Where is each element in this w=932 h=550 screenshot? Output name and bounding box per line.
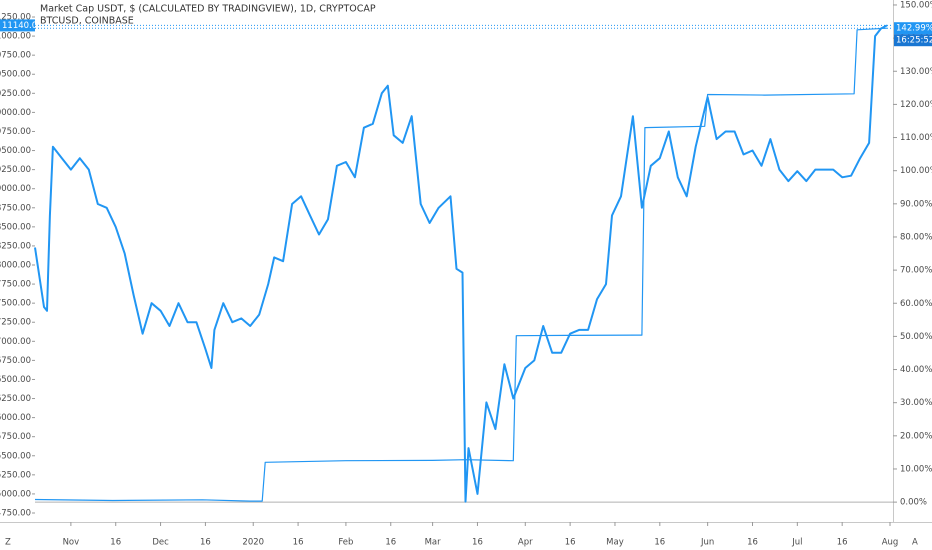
y-tick-label: 10500.00 — [0, 70, 31, 80]
y-tick-label: 4750.00 — [0, 508, 31, 518]
x-tick-label: 2020 — [242, 538, 264, 548]
series-line — [34, 27, 888, 502]
y-tick-label: 10750.00 — [0, 51, 31, 61]
y-tick-label: 5000.00 — [0, 489, 31, 499]
y2-tick-label: 40.00% — [900, 365, 932, 375]
x-tick-label: 16 — [747, 538, 758, 548]
y2-tick-label: 20.00% — [900, 431, 932, 441]
x-tick-label: Aug — [882, 538, 899, 548]
last-value-label: 11140.01 — [2, 21, 43, 31]
y-tick-label: 9750.00 — [0, 127, 31, 137]
y-tick-label: 11250.00 — [0, 13, 31, 23]
x-tick-label: Apr — [518, 538, 533, 548]
z-button[interactable]: Z — [5, 538, 11, 548]
y-tick-label: 5750.00 — [0, 432, 31, 442]
y2-tick-label: 60.00% — [900, 299, 932, 309]
y-tick-label: 8750.00 — [0, 203, 31, 213]
x-tick-label: Jul — [791, 538, 802, 548]
y2-tick-label: 130.00% — [900, 67, 932, 77]
y2-tick-label: 100.00% — [900, 166, 932, 176]
y-tick-label: 6750.00 — [0, 356, 31, 366]
last-value-label: 142.99% — [896, 24, 932, 34]
chart-subtitle: BTCUSD, COINBASE — [40, 16, 134, 27]
x-tick-label: 16 — [654, 538, 665, 548]
y-tick-label: 7250.00 — [0, 318, 31, 328]
y2-tick-label: 50.00% — [900, 332, 932, 342]
x-tick-label: May — [606, 538, 624, 548]
y2-tick-label: 30.00% — [900, 398, 932, 408]
y-tick-label: 5500.00 — [0, 451, 31, 461]
y2-tick-label: 80.00% — [900, 232, 932, 242]
x-tick-label: 16 — [837, 538, 848, 548]
y2-tick-label: 150.00% — [900, 0, 932, 10]
y-tick-label: 9500.00 — [0, 146, 31, 156]
y-tick-label: 7500.00 — [0, 299, 31, 309]
y2-tick-label: 90.00% — [900, 199, 932, 209]
y2-tick-label: 120.00% — [900, 100, 932, 110]
y2-tick-label: 110.00% — [900, 133, 932, 143]
y-tick-label: 11000.00 — [0, 32, 31, 42]
y2-tick-label: 10.00% — [900, 464, 932, 474]
countdown-label: 16:25:52 — [896, 36, 932, 46]
x-tick-label: Feb — [338, 538, 353, 548]
y-tick-label: 6000.00 — [0, 413, 31, 423]
y-tick-label: 7750.00 — [0, 280, 31, 290]
chart-title: Market Cap USDT, $ (CALCULATED BY TRADIN… — [40, 4, 376, 15]
x-tick-label: Mar — [425, 538, 442, 548]
x-tick-label: Jun — [700, 538, 714, 548]
y-tick-label: 5250.00 — [0, 470, 31, 480]
y2-tick-label: 70.00% — [900, 266, 932, 276]
series-line — [34, 24, 888, 503]
x-tick-label: 16 — [472, 538, 483, 548]
x-tick-label: 16 — [293, 538, 304, 548]
countdown-box — [894, 34, 932, 47]
x-tick-label: 16 — [110, 538, 121, 548]
x-tick-label: 16 — [385, 538, 396, 548]
y-tick-label: 7000.00 — [0, 337, 31, 347]
x-tick-label: Nov — [63, 538, 80, 548]
y-tick-label: 8250.00 — [0, 241, 31, 251]
y-tick-label: 6500.00 — [0, 375, 31, 385]
x-tick-label: Dec — [152, 538, 169, 548]
y-tick-label: 10000.00 — [0, 108, 31, 118]
y-tick-label: 9250.00 — [0, 165, 31, 175]
x-tick-label: 16 — [200, 538, 211, 548]
x-tick-label: 16 — [565, 538, 576, 548]
y-tick-label: 8000.00 — [0, 261, 31, 271]
last-value-box — [894, 22, 932, 35]
y2-tick-label: 0.00% — [900, 498, 927, 508]
y-tick-label: 6250.00 — [0, 394, 31, 404]
y-tick-label: 10250.00 — [0, 89, 31, 99]
last-value-box — [0, 19, 35, 32]
a-button[interactable]: A — [912, 538, 918, 548]
y-tick-label: 9000.00 — [0, 184, 31, 194]
y-tick-label: 8500.00 — [0, 222, 31, 232]
